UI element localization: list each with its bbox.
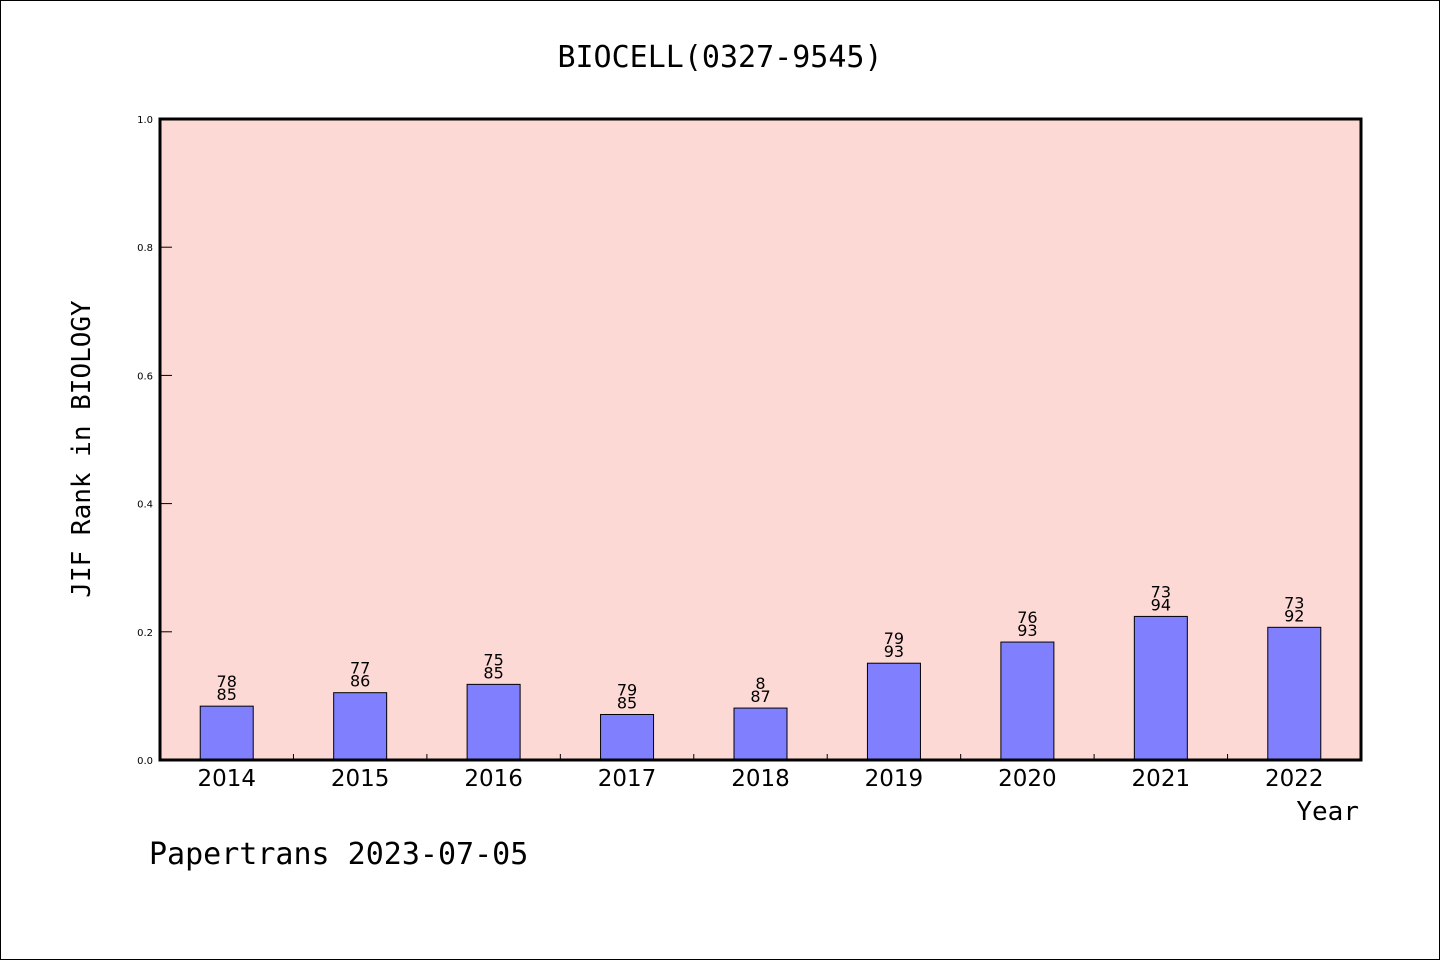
- bar-label-top: 79: [617, 680, 637, 699]
- y-tick-label: 1.0: [137, 115, 153, 126]
- x-tick-label: 2022: [1265, 766, 1324, 792]
- x-tick-label: 2016: [464, 766, 523, 792]
- bar-label-bottom: 85: [617, 693, 637, 712]
- bar: [866, 662, 921, 761]
- y-axis-title: JIF Rank in BIOLOGY: [67, 300, 97, 598]
- bar: [466, 683, 521, 761]
- bar: [1267, 626, 1322, 761]
- bar-label-top: 79: [884, 629, 904, 648]
- x-tick-label: 2017: [598, 766, 657, 792]
- y-tick-label: 0.6: [137, 371, 153, 382]
- bar-label-top: 73: [1284, 593, 1304, 612]
- bar-label-bottom: 92: [1284, 606, 1304, 625]
- bar-label-top: 8: [755, 674, 765, 693]
- bar-label-bottom: 85: [483, 663, 503, 682]
- x-tick-label: 2018: [731, 766, 790, 792]
- bar: [1133, 615, 1188, 761]
- y-tick-label: 0.4: [137, 500, 153, 511]
- x-axis: 2014 2015 2016 2017 2018 2019 2020 2021 2022: [197, 754, 1324, 792]
- bar: [600, 713, 655, 761]
- x-tick-label: 2014: [197, 766, 256, 792]
- plot-border: [158, 117, 1363, 762]
- bar-label-bottom: 86: [350, 672, 370, 691]
- bars-group: [199, 615, 1322, 761]
- bar-label-top: 78: [217, 672, 237, 691]
- bar: [1000, 641, 1055, 761]
- x-axis-title: Year: [1296, 797, 1359, 827]
- bar-label-top: 76: [1017, 608, 1037, 627]
- bar-label-bottom: 87: [750, 687, 770, 706]
- x-tick-label: 2021: [1132, 766, 1191, 792]
- chart-title: BIOCELL(0327-9545): [557, 40, 882, 75]
- bar-label-bottom: 93: [884, 642, 904, 661]
- bar: [333, 692, 388, 761]
- bar-label-bottom: 93: [1017, 621, 1037, 640]
- x-tick-label: 2020: [998, 766, 1057, 792]
- footer-credit: Papertrans 2023-07-05: [149, 837, 528, 872]
- y-tick-label: 0.2: [137, 628, 153, 639]
- x-tick-label: 2015: [331, 766, 390, 792]
- x-tick-label: 2019: [865, 766, 924, 792]
- bar-label-top: 75: [483, 650, 503, 669]
- bar: [733, 707, 788, 761]
- y-tick-label: 0.0: [137, 756, 153, 767]
- bar-label-bottom: 94: [1151, 595, 1171, 614]
- bar-label-top: 77: [350, 659, 370, 678]
- bar: [199, 705, 254, 761]
- y-tick-label: 0.8: [137, 243, 153, 254]
- bar-label-bottom: 85: [217, 685, 237, 704]
- bar-label-top: 73: [1151, 582, 1171, 601]
